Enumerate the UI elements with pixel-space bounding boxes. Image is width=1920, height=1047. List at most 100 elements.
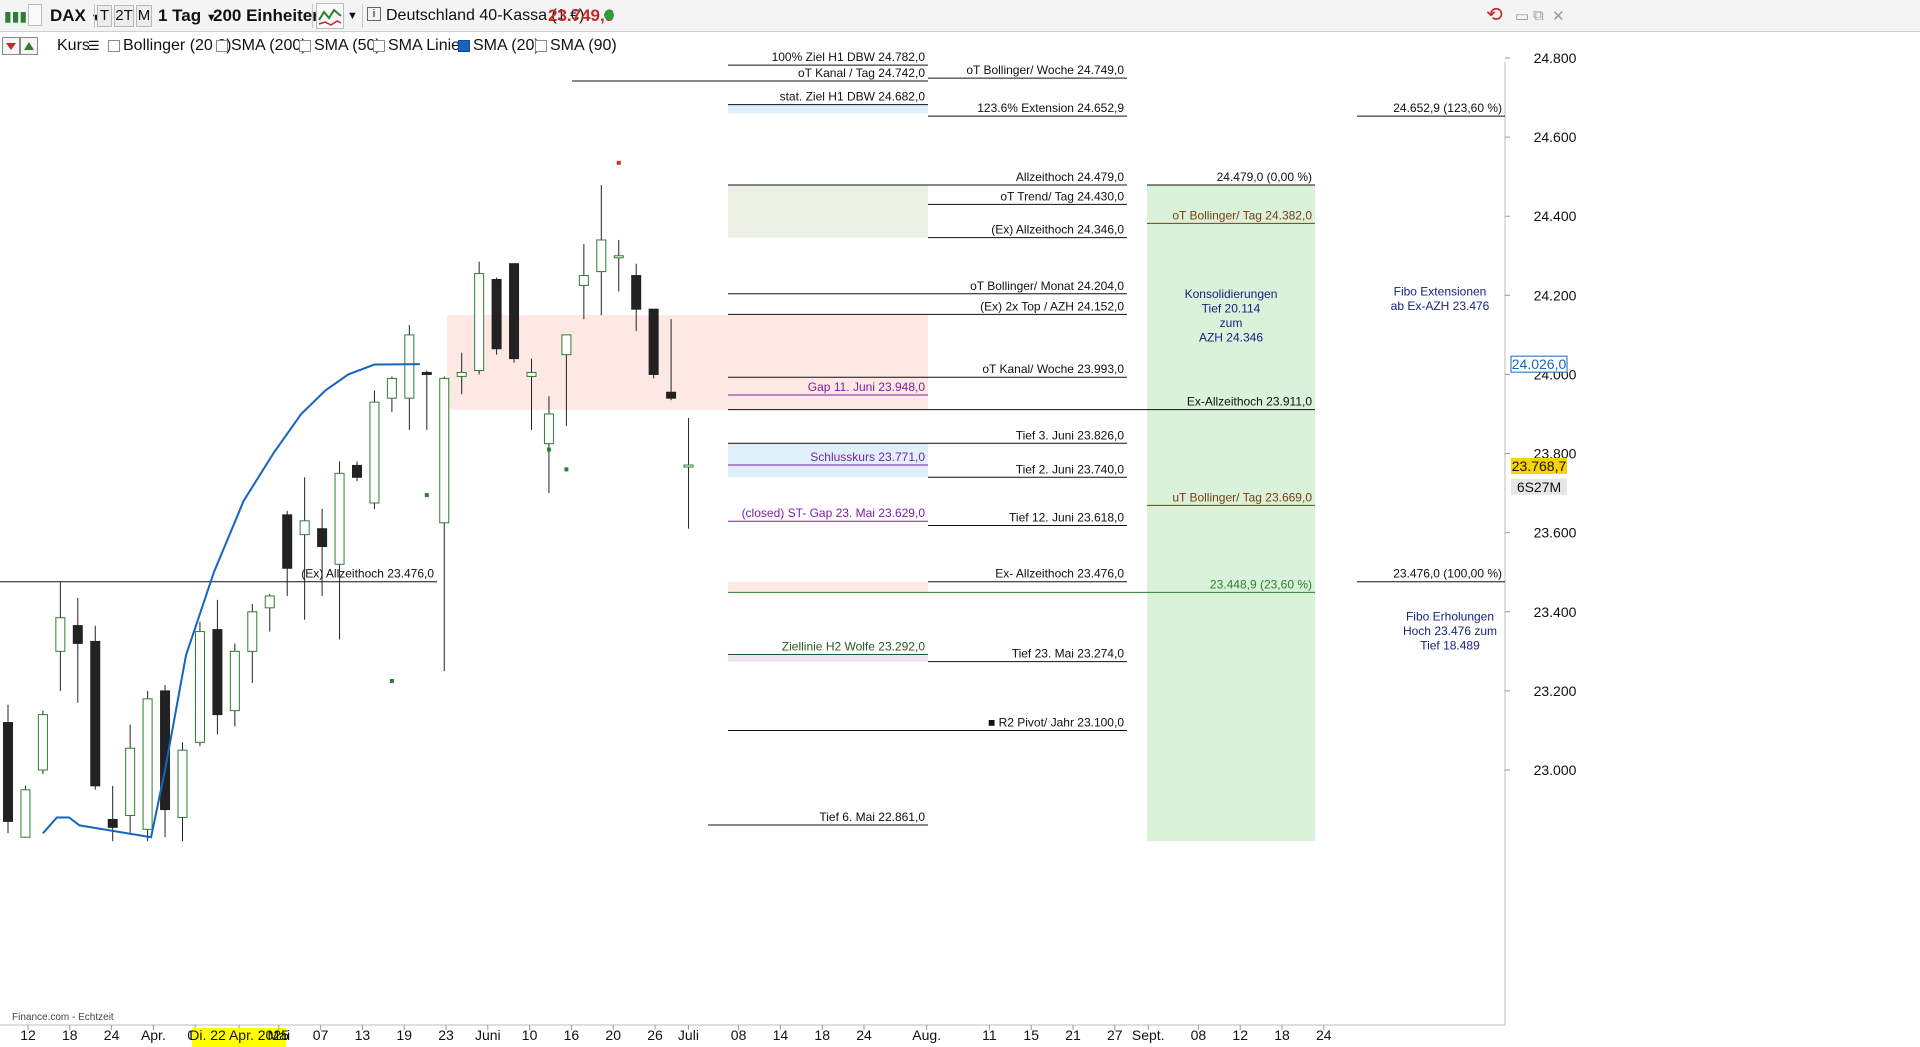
level-label: Allzeithoch 24.479,0 <box>1016 170 1124 184</box>
legend-checkbox[interactable] <box>299 40 311 52</box>
legend-checkbox[interactable] <box>535 40 547 52</box>
note-text: Konsolidierungen <box>1185 287 1278 301</box>
interval-label: 1 Tag <box>158 6 202 25</box>
x-tick-label: 24 <box>1316 1027 1332 1043</box>
sma20-polyline <box>42 363 420 839</box>
note-text: ab Ex-AZH 23.476 <box>1391 299 1490 313</box>
note-text: Tief 20.114 <box>1202 302 1261 316</box>
bar-chart-icon[interactable]: ▮▮▮ <box>4 8 28 24</box>
candle-body <box>578 275 589 286</box>
arrow-down-icon <box>6 43 16 50</box>
signals <box>389 160 621 683</box>
note-text: Fibo Extensionen <box>1394 284 1487 298</box>
refresh-icon[interactable]: ⟲ <box>1486 4 1503 26</box>
x-tick-label: 18 <box>1274 1027 1290 1043</box>
drag-handle[interactable] <box>28 4 42 26</box>
indicator-graph-icon <box>318 8 342 26</box>
y-tick-label: 23.800 <box>1534 446 1577 462</box>
candle-body <box>194 631 205 743</box>
candle-body <box>264 595 275 609</box>
legend-kurs[interactable]: Kurs <box>57 37 90 54</box>
toolbar: ▮▮▮ DAX ▼ T 2T M 1 Tag ▼ 200 Einheiten ▼… <box>0 0 1920 32</box>
level-label: oT Kanal/ Woche 23.993,0 <box>982 362 1124 376</box>
price-axis: 24.80024.60024.40024.20024.00023.80023.6… <box>1505 50 1577 778</box>
x-tick-label: 24 <box>856 1027 872 1043</box>
level-label: Schlusskurs 23.771,0 <box>810 450 925 464</box>
x-tick-label: 18 <box>814 1027 830 1043</box>
symbol-label: DAX <box>50 6 86 25</box>
interval-m-label: M <box>137 7 151 24</box>
x-tick-label: 11 <box>982 1027 997 1043</box>
legend-checkbox[interactable] <box>458 40 470 52</box>
candle-body <box>386 377 397 399</box>
candle-body <box>72 625 83 644</box>
signal-marker <box>564 467 569 472</box>
scroll-down-button[interactable] <box>2 37 20 55</box>
price-marker-box <box>1511 457 1567 474</box>
interval-m-button[interactable]: M <box>136 5 152 27</box>
interval-select[interactable]: 1 Tag ▼ <box>158 5 217 27</box>
candle-body <box>229 650 240 712</box>
x-tick-label: 07 <box>313 1027 329 1043</box>
level-label: 23.448,9 (23,60 %) <box>1210 577 1312 591</box>
chevron-down-icon: ▼ <box>91 12 102 24</box>
level-label: (closed) ST- Gap 23. Mai 23.629,0 <box>742 506 926 520</box>
level-label: Ex-Allzeithoch 23.911,0 <box>1187 395 1313 409</box>
x-tick-label: 20 <box>605 1027 621 1043</box>
y-tick-label: 24.600 <box>1534 129 1577 145</box>
legend-checkbox[interactable] <box>108 40 120 52</box>
symbol-select[interactable]: DAX ▼ <box>50 5 102 27</box>
candles <box>3 184 694 842</box>
list-icon[interactable]: ☰ <box>88 38 100 53</box>
minimize-icon[interactable]: ▭ <box>1515 8 1530 25</box>
legend-checkbox[interactable] <box>216 40 228 52</box>
y-tick-label: 23.000 <box>1534 762 1577 778</box>
x-tick-label: 23 <box>438 1027 454 1043</box>
level-label: ■ R2 Pivot/ Jahr 23.100,0 <box>988 715 1124 729</box>
restore-icon[interactable]: ⧉ <box>1533 7 1544 24</box>
legend-checkbox[interactable] <box>373 40 385 52</box>
level-label: (Ex) 2x Top / AZH 24.152,0 <box>980 299 1124 313</box>
level-label: Ex- Allzeithoch 23.476,0 <box>995 567 1124 581</box>
candle-body <box>509 263 520 360</box>
candle-body <box>37 714 48 771</box>
zone-rect <box>728 184 928 238</box>
chevron-down-icon[interactable]: ▼ <box>347 10 358 22</box>
separator <box>94 4 95 28</box>
candle-body <box>107 818 118 828</box>
separator <box>312 4 313 28</box>
level-label: oT Bollinger/ Monat 24.204,0 <box>970 279 1124 293</box>
candle-body <box>3 722 13 822</box>
interval-2t-label: 2T <box>115 7 133 24</box>
price-marker-box <box>1511 478 1567 495</box>
level-label: 23.476,0 (100,00 %) <box>1393 567 1502 581</box>
close-icon[interactable]: ✕ <box>1552 8 1565 25</box>
level-label: 24.479,0 (0,00 %) <box>1217 170 1312 184</box>
candle-body <box>648 308 659 375</box>
level-label: Tief 12. Juni 23.618,0 <box>1009 511 1124 525</box>
x-highlight-box <box>192 1028 287 1047</box>
x-tick-label: 13 <box>355 1027 371 1043</box>
y-tick-label: 24.400 <box>1534 208 1577 224</box>
x-tick-label: Mai <box>268 1027 291 1043</box>
legend-item-label: SMA (20) <box>473 37 540 54</box>
scroll-up-button[interactable] <box>20 37 38 55</box>
interval-2t-button[interactable]: 2T <box>114 5 134 27</box>
interval-t-button[interactable]: T <box>97 5 112 27</box>
info-icon[interactable]: i <box>367 7 381 21</box>
indicator-icon[interactable] <box>316 3 344 29</box>
units-label: 200 Einheiten <box>213 6 323 25</box>
candle-body <box>317 528 328 548</box>
candle-body <box>247 611 258 652</box>
level-label: stat. Ziel H1 DBW 24.682,0 <box>780 90 926 104</box>
candle-body <box>683 464 694 468</box>
candle-body <box>666 391 677 399</box>
zones <box>447 104 1315 842</box>
legend-item-label: SMA (200) <box>231 37 307 54</box>
candle-body <box>456 371 467 377</box>
candle-body <box>299 520 310 536</box>
arrow-up-icon <box>24 42 34 50</box>
x-tick-label: Juni <box>475 1027 501 1043</box>
